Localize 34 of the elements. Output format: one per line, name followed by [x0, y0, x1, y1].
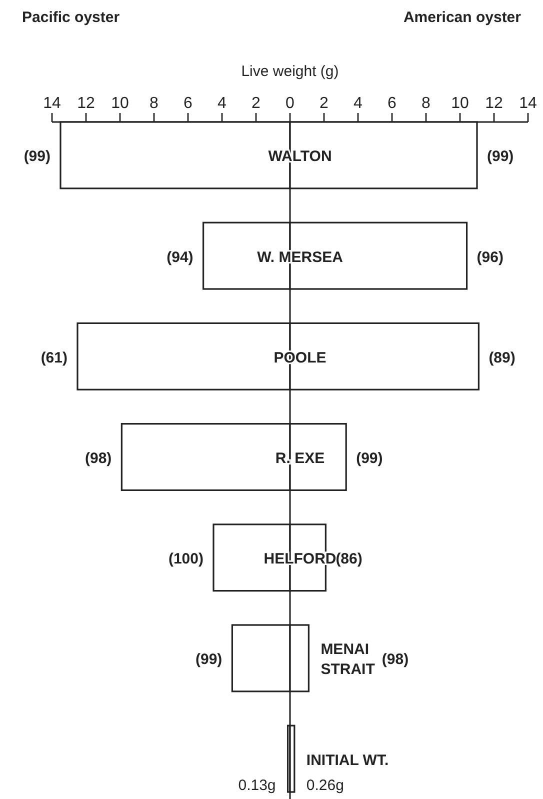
- x-tick-label: 4: [218, 95, 227, 112]
- x-tick-label: 2: [252, 95, 261, 112]
- annotation: (99): [24, 148, 50, 166]
- y-tick-label: INITIAL WT.: [306, 752, 389, 769]
- annotation: (100): [168, 550, 204, 568]
- annotation: (99): [487, 148, 514, 166]
- annotation: (86): [336, 550, 362, 568]
- x-tick-label: 6: [184, 95, 193, 112]
- x-tick-label: 10: [111, 95, 129, 112]
- x-tick-label: 12: [77, 95, 95, 112]
- x-tick-label: 14: [519, 95, 537, 112]
- data-label: 0.26g: [306, 777, 344, 794]
- x-tick-label: 0: [286, 95, 295, 112]
- annotation: (61): [40, 349, 68, 366]
- y-tick-label: MENAI STRAIT: [320, 641, 375, 678]
- text: American oyster: [403, 9, 522, 26]
- annotation: (99): [356, 450, 383, 467]
- annotation: (99): [196, 651, 222, 668]
- x-tick-label: 14: [43, 95, 61, 112]
- x-tick-label: 10: [451, 95, 469, 112]
- annotation: (89): [488, 349, 516, 366]
- text: Pacific oyster: [22, 9, 120, 26]
- x-tick-label: 12: [485, 95, 503, 112]
- x-tick-label: 8: [150, 95, 159, 112]
- annotation: (98): [382, 651, 409, 668]
- x-axis-title: Live weight (g): [241, 63, 339, 80]
- x-tick-label: 2: [320, 95, 329, 112]
- annotation: (98): [85, 450, 112, 467]
- x-tick-label: 4: [354, 95, 363, 112]
- data-label: 0.13g: [238, 777, 276, 794]
- annotation: (96): [476, 248, 504, 266]
- annotation: (94): [166, 248, 194, 266]
- x-tick-label: 8: [422, 95, 431, 112]
- x-tick-label: 6: [388, 95, 397, 112]
